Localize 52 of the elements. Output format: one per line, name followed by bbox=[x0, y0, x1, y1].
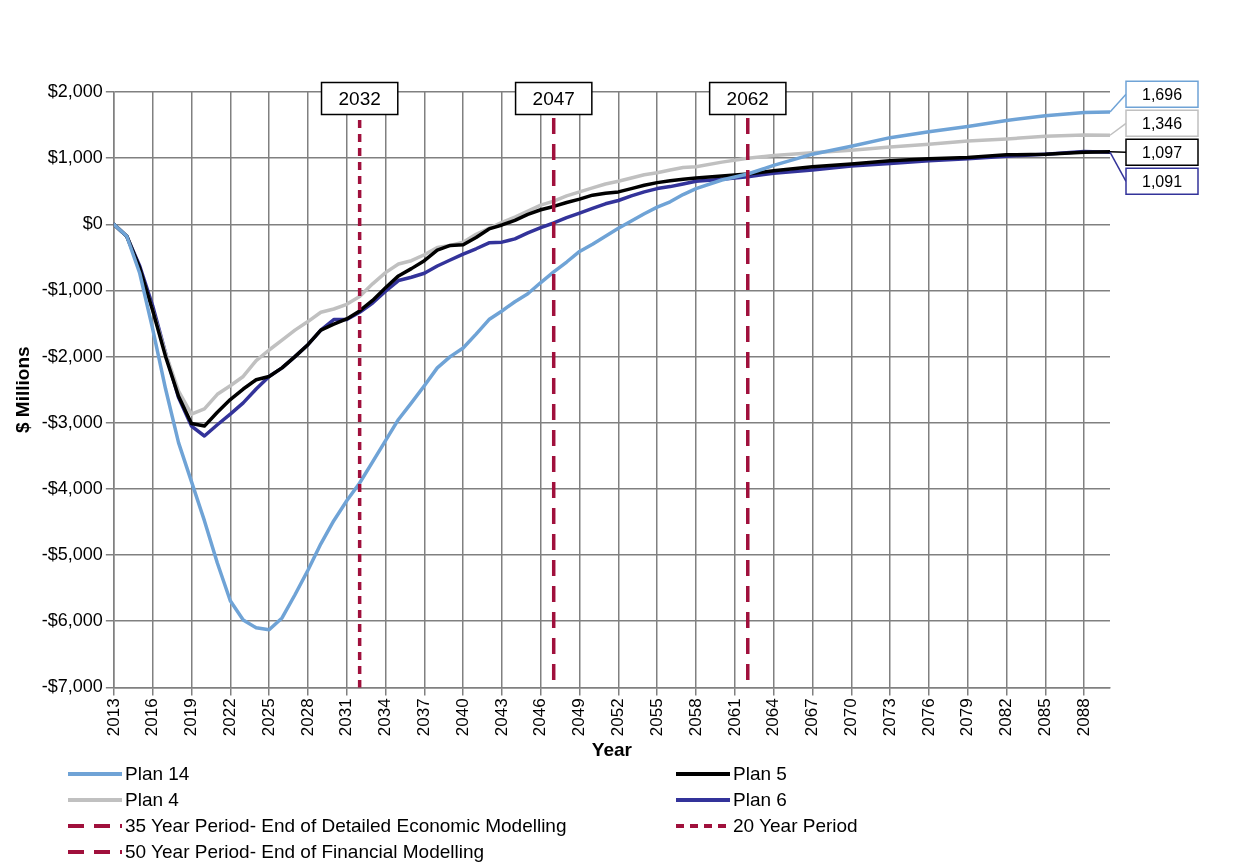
annotation: 2062 bbox=[726, 87, 769, 109]
x-tick-label: 2067 bbox=[802, 698, 822, 737]
data-label: 1,696 bbox=[1141, 85, 1183, 103]
x-tick-label: 2040 bbox=[452, 698, 472, 737]
y-tick-label: $0 bbox=[82, 213, 103, 234]
annotation: 2032 bbox=[338, 87, 381, 109]
y-tick-label: -$7,000 bbox=[41, 676, 103, 697]
x-tick-label: 2037 bbox=[414, 698, 434, 737]
y-tick-label: -$6,000 bbox=[41, 610, 103, 631]
x-tick-label: 2088 bbox=[1073, 698, 1093, 737]
annotation: 2047 bbox=[532, 87, 575, 109]
y-tick-label: $2,000 bbox=[47, 80, 103, 101]
x-tick-label: 2064 bbox=[763, 698, 783, 737]
y-tick-label: -$4,000 bbox=[41, 477, 103, 498]
legend-label: 20 Year Period bbox=[733, 815, 858, 837]
x-axis-title: Year bbox=[591, 738, 633, 760]
x-tick-label: 2070 bbox=[840, 698, 860, 737]
x-tick-label: 2043 bbox=[491, 698, 511, 737]
legend-label: Plan 6 bbox=[733, 789, 787, 811]
x-tick-label: 2058 bbox=[685, 698, 705, 737]
y-tick-label: $1,000 bbox=[47, 147, 103, 168]
x-tick-label: 2076 bbox=[918, 698, 938, 737]
x-tick-label: 2073 bbox=[879, 698, 899, 737]
x-tick-label: 2061 bbox=[724, 698, 744, 737]
x-tick-label: 2079 bbox=[957, 698, 977, 737]
y-tick-label: -$2,000 bbox=[41, 345, 103, 366]
x-tick-label: 2028 bbox=[297, 698, 317, 737]
x-tick-label: 2052 bbox=[608, 698, 628, 737]
data-label: 1,097 bbox=[1141, 143, 1183, 161]
x-tick-label: 2019 bbox=[181, 698, 201, 737]
legend-label: 35 Year Period- End of Detailed Economic Modelling bbox=[125, 815, 567, 837]
y-axis-title: $ Millions bbox=[11, 346, 33, 433]
legend-label: Plan 4 bbox=[125, 789, 180, 811]
y-tick-label: -$5,000 bbox=[41, 544, 103, 565]
y-tick-label: -$1,000 bbox=[41, 279, 103, 300]
x-tick-label: 2025 bbox=[258, 698, 278, 737]
legend-label: 50 Year Period- End of Financial Modelling bbox=[125, 841, 485, 862]
x-tick-label: 2031 bbox=[336, 698, 356, 737]
x-tick-label: 2022 bbox=[219, 698, 239, 737]
x-tick-label: 2049 bbox=[569, 698, 589, 737]
x-tick-label: 2016 bbox=[142, 698, 162, 737]
x-tick-label: 2085 bbox=[1035, 698, 1054, 737]
legend-label: Plan 5 bbox=[733, 763, 787, 785]
x-tick-label: 2034 bbox=[375, 698, 395, 737]
legend-label: Plan 14 bbox=[125, 763, 190, 785]
data-label: 1,091 bbox=[1141, 172, 1183, 190]
y-tick-label: -$3,000 bbox=[41, 411, 103, 432]
data-label: 1,346 bbox=[1141, 114, 1183, 132]
x-tick-label: 2013 bbox=[103, 698, 123, 737]
x-tick-label: 2046 bbox=[530, 698, 550, 737]
x-tick-label: 2082 bbox=[996, 698, 1016, 737]
x-tick-label: 2055 bbox=[646, 698, 666, 737]
